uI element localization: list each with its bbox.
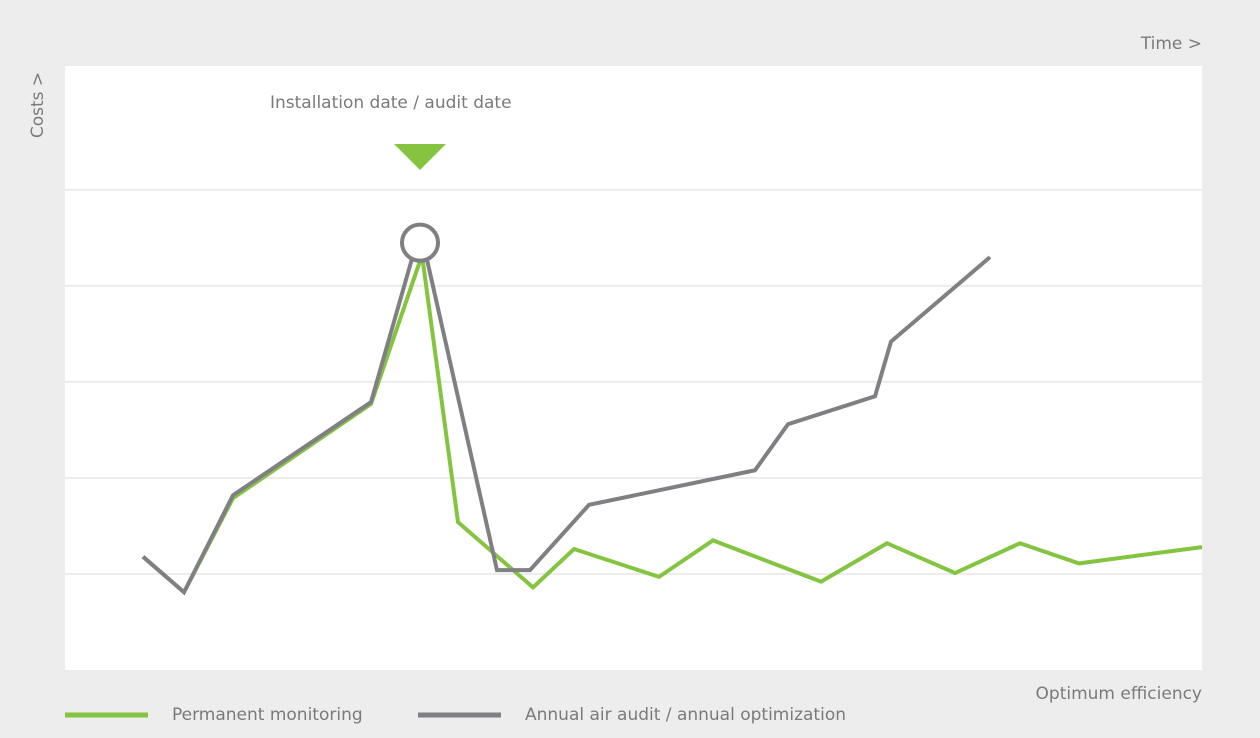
annotation-arrow	[394, 144, 446, 170]
legend-label: Permanent monitoring	[172, 705, 363, 725]
y-axis-label: Costs >	[28, 72, 48, 138]
x-axis-label: Time >	[1140, 34, 1202, 54]
annotation-text: Installation date / audit date	[270, 93, 512, 113]
series-line	[141, 253, 992, 596]
plot-area	[65, 66, 1202, 670]
legend-label: Annual air audit / annual optimization	[525, 705, 846, 725]
annotation-marker	[400, 222, 440, 263]
bottom-label: Optimum efficiency	[1036, 684, 1202, 704]
